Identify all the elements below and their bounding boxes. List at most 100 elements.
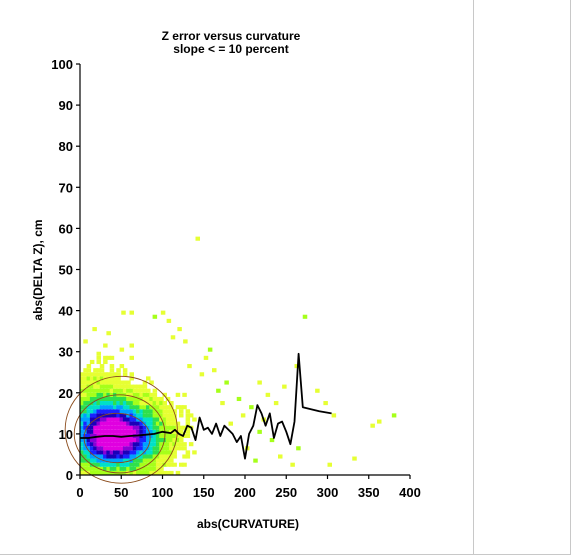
density-cell: [86, 466, 92, 471]
density-cell: [155, 446, 161, 451]
density-cell: [103, 405, 108, 410]
density-cell: [89, 446, 95, 451]
density-cell: [109, 466, 115, 471]
contour-ring: [64, 375, 178, 484]
outlier-cell: [327, 462, 332, 467]
density-cell: [126, 417, 131, 422]
density-cell: [113, 425, 118, 430]
density-cell: [83, 450, 88, 455]
density-cell: [80, 413, 85, 418]
density-cell: [113, 458, 118, 463]
density-cell: [86, 401, 92, 406]
outlier-cell: [249, 405, 254, 410]
density-cell: [96, 413, 101, 418]
density-cell: [136, 442, 141, 447]
density-cell: [126, 446, 131, 451]
density-cell: [122, 405, 128, 410]
outlier-cell: [282, 384, 287, 389]
density-cell: [136, 396, 141, 402]
outlier-cell: [121, 310, 126, 315]
density-cell: [129, 376, 134, 381]
density-cell: [86, 438, 92, 443]
density-cell: [93, 433, 98, 439]
density-cell: [159, 401, 164, 406]
density-cell: [162, 442, 167, 447]
density-cell: [129, 343, 134, 348]
density-cell: [113, 388, 118, 393]
density-cell: [132, 454, 138, 459]
density-cell: [129, 454, 134, 459]
density-cell: [99, 364, 105, 369]
density-cell: [116, 446, 121, 451]
density-cell: [106, 466, 111, 471]
density-cell: [109, 446, 115, 451]
density-cell: [165, 450, 171, 455]
density-cell: [99, 421, 105, 426]
density-cell: [96, 380, 101, 385]
outlier-cell: [212, 368, 217, 373]
density-cell: [96, 470, 101, 475]
density-cell: [142, 454, 148, 459]
density-cell: [192, 450, 197, 455]
x-tick-label: 300: [317, 485, 339, 500]
density-cell: [136, 405, 141, 410]
density-cell: [165, 425, 171, 430]
density-cell: [106, 421, 111, 426]
density-cell: [146, 409, 151, 414]
outlier-cell: [166, 318, 172, 323]
density-cell: [162, 421, 167, 426]
density-cell: [142, 438, 148, 443]
density-cell: [96, 438, 101, 443]
density-cell: [96, 368, 101, 373]
density-cell: [169, 438, 174, 443]
density-cell: [139, 384, 144, 389]
density-cell: [113, 438, 118, 443]
density-cell: [126, 401, 131, 406]
density-cell: [113, 466, 118, 471]
density-cell: [142, 396, 148, 402]
density-cell: [169, 413, 174, 418]
density-cell: [116, 388, 121, 393]
density-cell: [165, 446, 171, 451]
y-tick-label: 10: [59, 427, 73, 442]
density-cell: [106, 470, 111, 475]
density-cell: [80, 396, 85, 402]
density-cell: [152, 392, 158, 397]
density-cell: [83, 339, 88, 344]
density-cell: [93, 470, 98, 475]
density-cell: [116, 409, 121, 414]
density-cell: [106, 446, 111, 451]
density-cell: [149, 392, 154, 397]
outlier-cell: [391, 413, 397, 418]
density-cell: [149, 454, 154, 459]
density-cell: [139, 470, 144, 475]
outlier-cell: [220, 401, 225, 406]
density-cell: [106, 450, 111, 455]
density-cell: [142, 446, 148, 451]
density-cell: [188, 413, 194, 418]
density-cell: [175, 470, 181, 475]
density-cell: [86, 376, 92, 381]
density-cell: [89, 396, 95, 402]
density-cell: [83, 405, 88, 410]
density-cell: [99, 466, 105, 471]
density-cell: [169, 409, 174, 414]
density-cell: [132, 417, 138, 422]
density-cell: [165, 454, 171, 459]
density-cell: [103, 413, 108, 418]
density-cell: [106, 396, 111, 402]
density-cell: [86, 442, 92, 447]
density-cell: [109, 462, 115, 467]
density-cell: [129, 392, 134, 397]
density-cell: [122, 388, 128, 393]
density-cell: [149, 413, 154, 418]
density-cell: [93, 368, 98, 373]
density-cell: [109, 392, 115, 397]
density-cell: [162, 470, 167, 475]
density-cell: [155, 458, 161, 463]
density-cell: [142, 409, 148, 414]
density-cell: [122, 401, 128, 406]
density-cell: [96, 442, 101, 447]
density-cell: [80, 384, 85, 389]
density-cell: [129, 450, 134, 455]
